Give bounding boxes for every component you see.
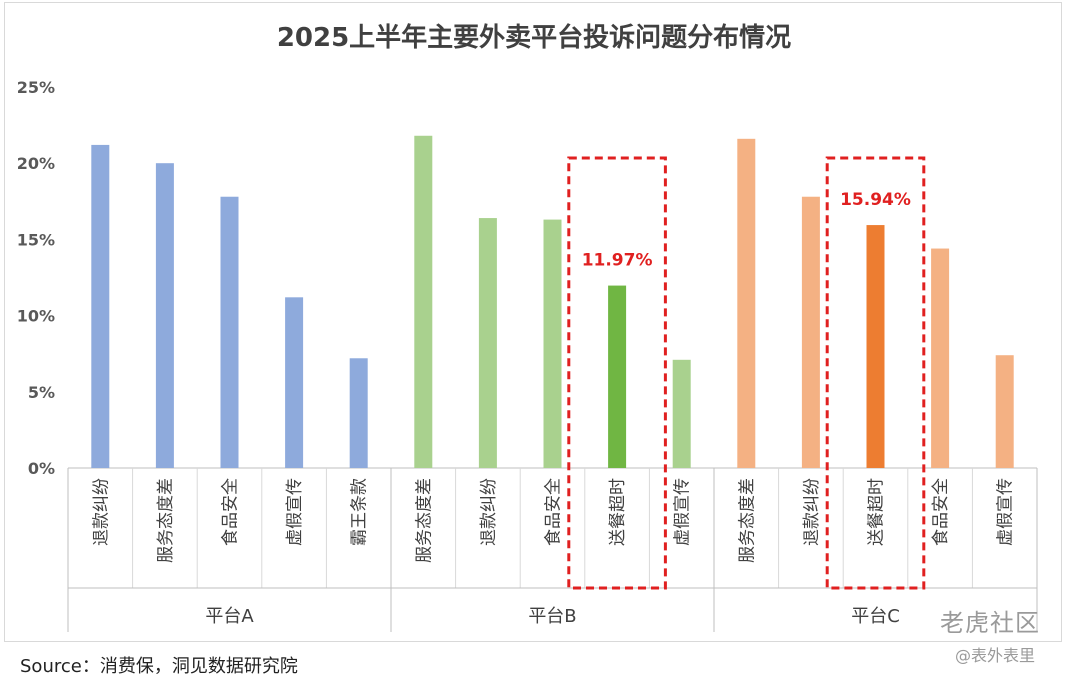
category-label: 虚假宣传 [285, 478, 305, 546]
watermark-handle: @表外表里 [955, 646, 1036, 665]
bar [672, 359, 691, 468]
category-label: 虚假宣传 [673, 478, 693, 546]
bars-layer [91, 135, 1014, 469]
category-label: 食品安全 [221, 478, 241, 546]
bar [285, 297, 304, 468]
bar [91, 144, 110, 469]
bar [349, 358, 368, 468]
category-label: 食品安全 [931, 478, 951, 546]
bar [995, 355, 1014, 468]
category-label: 退款纠纷 [802, 478, 822, 546]
y-tick-label: 5% [28, 383, 55, 402]
category-label: 服务态度差 [737, 478, 757, 563]
y-tick-label: 20% [17, 154, 55, 173]
bar [737, 138, 756, 469]
category-label: 服务态度差 [156, 478, 176, 563]
bar [543, 219, 562, 468]
watermark-brand: 老虎社区 [940, 609, 1040, 637]
data-label: 11.97% [582, 251, 653, 271]
group-label: 平台B [528, 606, 576, 627]
axis-layer: 0% 5% 10% 15% 20% 25% [17, 78, 1038, 632]
bar [220, 196, 239, 468]
y-tick-label: 0% [28, 459, 55, 478]
category-label: 退款纠纷 [479, 478, 499, 546]
category-label: 霸王条款 [350, 478, 370, 546]
category-label: 退款纠纷 [91, 478, 111, 546]
group-label: 平台A [205, 606, 254, 627]
y-tick-label: 25% [17, 78, 55, 97]
bar [478, 218, 497, 468]
highlight-box [567, 156, 667, 590]
bar [866, 225, 885, 468]
data-label: 15.94% [840, 190, 911, 210]
bar [608, 285, 627, 468]
chart-title: 2025上半年主要外卖平台投诉问题分布情况 [277, 22, 791, 53]
y-tick-label: 10% [17, 307, 55, 326]
category-label: 虚假宣传 [996, 478, 1016, 546]
bar [414, 135, 433, 468]
y-tick-label: 15% [17, 230, 55, 249]
source-note: Source：消费保，洞见数据研究院 [20, 656, 298, 677]
bar [155, 163, 174, 468]
category-label: 送餐超时 [867, 478, 887, 546]
chart-frame [4, 2, 1062, 642]
category-label: 食品安全 [544, 478, 564, 546]
bar [801, 196, 820, 468]
highlight-box [825, 156, 926, 590]
bar [931, 248, 950, 468]
group-label: 平台C [851, 606, 900, 627]
category-label: 服务态度差 [414, 478, 434, 563]
category-label: 送餐超时 [608, 478, 628, 546]
